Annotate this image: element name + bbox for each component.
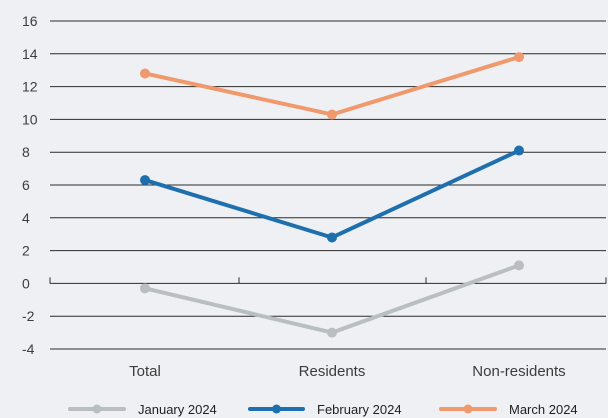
legend-label: February 2024 [317,402,402,417]
gridlines [50,20,606,350]
y-axis-ticks: 16 14 12 10 8 6 4 2 0 -2 -4 [22,13,38,357]
y-tick-label: 8 [22,144,30,160]
data-point [514,145,524,156]
y-tick-label: 2 [22,243,30,259]
legend-swatch-marker [463,404,473,414]
x-category-label: Residents [299,363,366,380]
data-point [140,68,150,79]
legend-swatch-marker [92,404,102,414]
x-category-label: Non-residents [472,363,565,380]
y-tick-label: 16 [22,13,38,29]
data-point [514,52,524,63]
legend-item: February 2024 [248,402,402,417]
x-category-label: Total [129,363,161,380]
data-point [327,232,337,243]
legend-swatch-marker [272,404,281,414]
series-0 [140,260,524,338]
y-tick-label: 10 [22,111,38,127]
y-tick-label: 4 [22,210,30,226]
series-2 [140,52,524,120]
legend-item: March 2024 [439,402,578,417]
legend-label: January 2024 [138,402,217,417]
data-point [514,260,524,271]
series-line [143,148,521,240]
data-point [327,109,337,120]
x-axis: Total Residents Non-residents [49,277,607,380]
y-tick-label: -4 [22,341,35,357]
series-line [143,55,521,117]
y-tick-label: 12 [22,79,38,95]
legend: January 2024 February 2024 March 2024 [68,402,578,417]
series-lines [140,52,524,338]
y-tick-label: 14 [22,46,38,62]
y-tick-label: -2 [22,308,35,324]
y-tick-label: 0 [22,275,30,291]
legend-label: March 2024 [509,402,578,417]
data-point [327,327,337,338]
legend-item: January 2024 [68,402,217,417]
data-point [140,283,150,294]
y-tick-label: 6 [22,177,30,193]
series-line [143,263,521,335]
series-1 [140,145,524,243]
data-point [140,175,150,186]
